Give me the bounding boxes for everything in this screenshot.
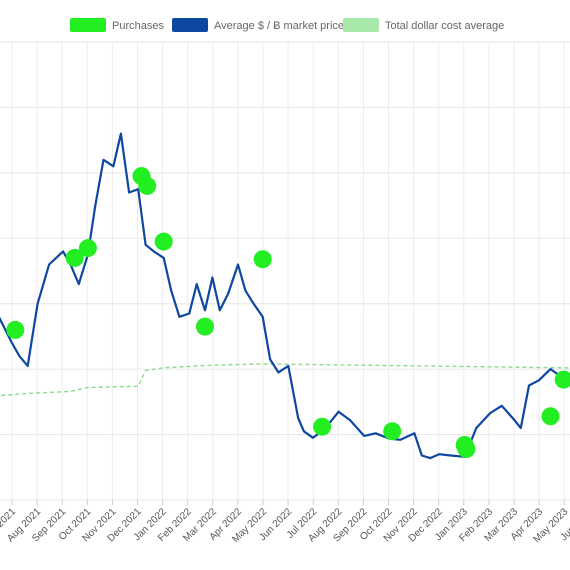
purchase-point — [138, 176, 157, 195]
purchase-point — [6, 320, 25, 339]
legend-label-dca: Total dollar cost average — [385, 20, 504, 32]
price-line — [0, 132, 570, 460]
price-series — [0, 132, 570, 460]
purchase-point — [313, 417, 332, 436]
legend-label-market-price: Average $ / Ƀ market price — [214, 20, 344, 32]
legend-swatch-purchases — [70, 18, 106, 32]
legend-swatch-dca — [343, 18, 379, 32]
purchase-points — [6, 167, 570, 458]
grid — [0, 41, 570, 501]
legend-swatch-market-price — [172, 18, 208, 32]
purchase-point — [154, 232, 173, 251]
legend-label-purchases: Purchases — [112, 20, 164, 32]
purchase-point — [253, 250, 272, 269]
purchase-point — [78, 239, 97, 258]
legend: Purchases Average $ / Ƀ market price Tot… — [70, 18, 504, 32]
purchase-point — [457, 440, 476, 458]
purchase-point — [65, 248, 84, 267]
purchase-point — [196, 317, 214, 336]
purchase-point — [554, 370, 570, 389]
purchase-point — [541, 407, 560, 426]
purchase-point — [383, 422, 402, 441]
